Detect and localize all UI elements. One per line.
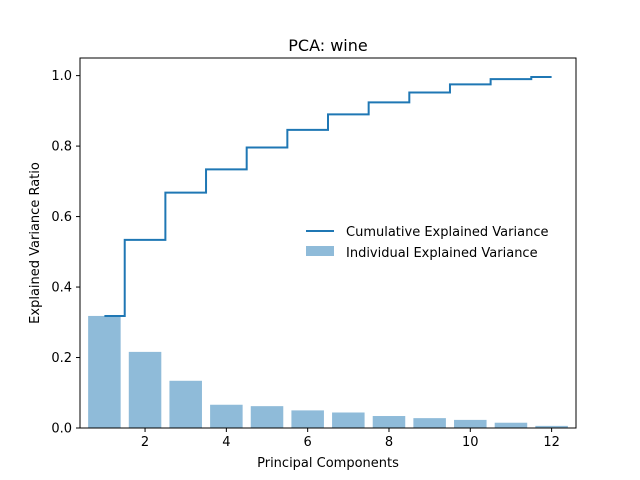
x-axis-ticks: 2 4 6 8 10 12: [141, 428, 560, 450]
legend-cumulative-label: Cumulative Explained Variance: [346, 225, 548, 240]
variance-bar-7: [332, 412, 365, 428]
variance-bar-8: [372, 416, 406, 428]
x-tick-label-4: 4: [222, 435, 230, 450]
cumulative-variance-line: [104, 76, 552, 317]
x-tick-label-2: 2: [141, 435, 149, 450]
variance-bar-9: [413, 418, 446, 428]
y-tick-label-3: 0.6: [51, 210, 72, 225]
x-tick-label-8: 8: [385, 435, 393, 450]
plot-frame: [79, 57, 577, 429]
cumulative-line-group: [104, 76, 552, 317]
variance-bar-12: [535, 425, 568, 428]
x-tick-label-6: 6: [304, 435, 312, 450]
variance-bar-5: [250, 406, 284, 428]
chart-title: PCA: wine: [288, 36, 367, 55]
variance-bar-1: [88, 315, 121, 428]
legend-individual-label: Individual Explained Variance: [346, 246, 538, 261]
y-tick-label-2: 0.4: [51, 281, 72, 296]
y-axis-label: Explained Variance Ratio: [28, 162, 43, 324]
x-tick-label-10: 10: [462, 435, 479, 450]
x-axis-label: Principal Components: [257, 456, 399, 471]
y-tick-label-1: 0.2: [51, 351, 72, 366]
variance-bar-4: [210, 404, 243, 428]
variance-bar-6: [291, 410, 324, 428]
variance-bar-11: [494, 422, 528, 428]
y-tick-label-5: 1.0: [51, 69, 72, 84]
legend-bar-swatch: [306, 246, 334, 256]
variance-bar-10: [454, 419, 487, 428]
y-tick-label-4: 0.8: [51, 140, 72, 155]
legend: Cumulative Explained Variance Individual…: [306, 225, 548, 261]
y-tick-label-0: 0.0: [51, 422, 72, 437]
x-tick-label-12: 12: [543, 435, 560, 450]
y-axis-ticks: 0.0 0.2 0.4 0.6 0.8 1.0: [51, 69, 80, 437]
bars-group: [88, 315, 568, 428]
variance-bar-2: [128, 351, 162, 428]
variance-bar-3: [169, 380, 202, 428]
